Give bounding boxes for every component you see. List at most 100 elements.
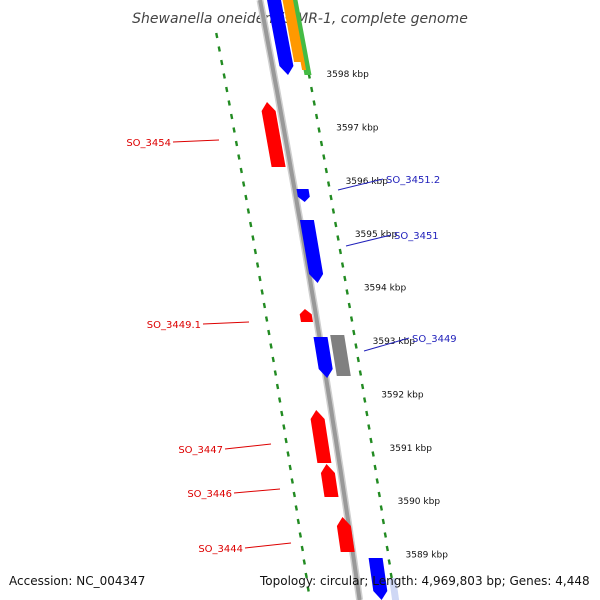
gene-name: SO_3444 [198, 544, 243, 555]
tick-label-7: 3591 kbp [390, 444, 433, 454]
inner-ruler-dash [225, 86, 229, 93]
forward-gene-top [267, 0, 294, 75]
tick-label-9: 3589 kbp [406, 551, 449, 561]
gene-name: SO_3451 [394, 231, 439, 242]
gene-label-SO_3454: SO_3454 [126, 138, 220, 149]
outer-ruler-dash [345, 289, 349, 295]
gene-name: SO_3451.2 [386, 175, 440, 186]
tick-label-2: 3596 kbp [346, 177, 389, 187]
gene-SO_3446-body [320, 464, 339, 497]
tick-label-4: 3594 kbp [364, 284, 407, 294]
inner-ruler-dash [302, 559, 306, 565]
inner-ruler-dash [292, 491, 296, 498]
gene-SO_3451-body [299, 220, 324, 283]
gene-SO_3454-body [261, 102, 286, 167]
leader-line [172, 139, 220, 143]
outer-ruler-dash [379, 505, 384, 511]
gene-SO_3454-shine [257, 102, 267, 111]
inner-ruler-dash [278, 397, 282, 403]
outer-ruler-dash [352, 329, 356, 336]
outer-ruler-dash [363, 397, 367, 403]
gene-label-SO_3444: SO_3444 [198, 542, 292, 555]
genome-summary-text: Topology: circular; Length: 4,969,803 bp… [260, 574, 590, 588]
inner-ruler-dash [249, 221, 253, 228]
inner-ruler-dash [306, 586, 310, 592]
gene-name: SO_3449.1 [147, 320, 201, 331]
outer-ruler-dash [329, 194, 333, 201]
leader-line [202, 321, 250, 325]
gene-SO_3449.1 [296, 309, 313, 322]
gene-SO_3446-shine [316, 464, 327, 473]
pale-feature-bottom-body [389, 578, 400, 600]
inner-ruler-dash [288, 464, 292, 471]
outer-ruler-dash [360, 383, 365, 390]
inner-ruler-dash [284, 437, 288, 444]
outer-ruler-dash [381, 518, 386, 525]
outer-ruler-dash [371, 451, 375, 457]
outer-ruler-dash [385, 545, 389, 552]
outer-ruler-dash [319, 140, 324, 147]
gene-label-SO_3451: SO_3451 [345, 231, 439, 247]
gene-SO_3454 [257, 102, 286, 167]
inner-ruler-dash [304, 572, 308, 579]
orange-feature-top-body [282, 0, 302, 62]
inner-ruler-dash [217, 46, 221, 52]
gene-SO_3447-body [310, 410, 332, 463]
leader-line [244, 542, 292, 549]
gene-name: SO_3447 [178, 445, 223, 456]
gene-SO_3451.2-body [296, 189, 310, 202]
orange-feature-top [282, 0, 302, 62]
inner-ruler-dash [264, 316, 269, 322]
inner-ruler-dash [227, 100, 231, 106]
inner-ruler-dash [262, 302, 267, 309]
accession-text: Accession: NC_004347 [9, 574, 146, 588]
inner-ruler-dash [260, 289, 264, 295]
outer-ruler-dash [377, 491, 381, 498]
gene-label-SO_3449: SO_3449 [363, 334, 457, 352]
outer-ruler-dash [310, 86, 314, 93]
outer-ruler-dash [387, 559, 391, 565]
outer-ruler-dash [317, 127, 321, 133]
inner-ruler-dash [229, 113, 234, 120]
tick-label-8: 3590 kbp [398, 497, 441, 507]
inner-ruler-dash [237, 154, 241, 160]
leader-line [337, 178, 384, 191]
gene-labels: SO_3454 SO_3451.2 SO_3451 SO_3449.1 SO_3449 S… [126, 138, 456, 555]
outer-ruler-dash [324, 167, 328, 174]
gene-label-SO_3449.1: SO_3449.1 [147, 320, 250, 331]
gene-SO_3449.1-shine [296, 309, 305, 315]
outer-ruler-dash [312, 100, 316, 106]
gene-SO_3449.1-body [299, 309, 313, 322]
inner-ruler-dash [271, 356, 275, 363]
outer-ruler-dash [349, 316, 354, 322]
orange-feature-top-2-body [289, 0, 307, 70]
inner-ruler-dash [280, 410, 284, 417]
inner-ruler-dash [239, 167, 243, 174]
gene-label-SO_3447: SO_3447 [178, 443, 272, 456]
backbone-line [258, 0, 362, 600]
gene-name: SO_3454 [126, 138, 171, 149]
outer-ruler-dash [383, 532, 388, 538]
inner-ruler-dash [267, 329, 271, 336]
outer-ruler-dash [358, 370, 363, 376]
pale-feature-bottom [389, 578, 400, 600]
inner-ruler-dash [290, 478, 294, 484]
forward-gene-top-body [267, 0, 294, 75]
tick-label-0: 3598 kbp [326, 70, 369, 80]
orange-feature-top-2 [289, 0, 307, 70]
outer-ruler-dash [322, 154, 326, 160]
outer-ruler-dash [365, 410, 369, 417]
outer-ruler-dash [343, 275, 347, 282]
inner-ruler-dash [255, 262, 260, 268]
outer-ruler-dash [326, 181, 331, 187]
outer-ruler-dash [356, 356, 360, 363]
outer-ruler-dash [375, 478, 379, 484]
inner-ruler-dash [246, 208, 251, 214]
leader-line [363, 337, 410, 352]
gene-SO_3444-body [336, 517, 355, 552]
leader-line [233, 488, 281, 494]
inner-ruler-dash [294, 505, 299, 511]
inner-ruler-dash [244, 194, 248, 201]
inner-ruler-dash [298, 532, 303, 538]
outer-ruler-dash [347, 302, 352, 309]
